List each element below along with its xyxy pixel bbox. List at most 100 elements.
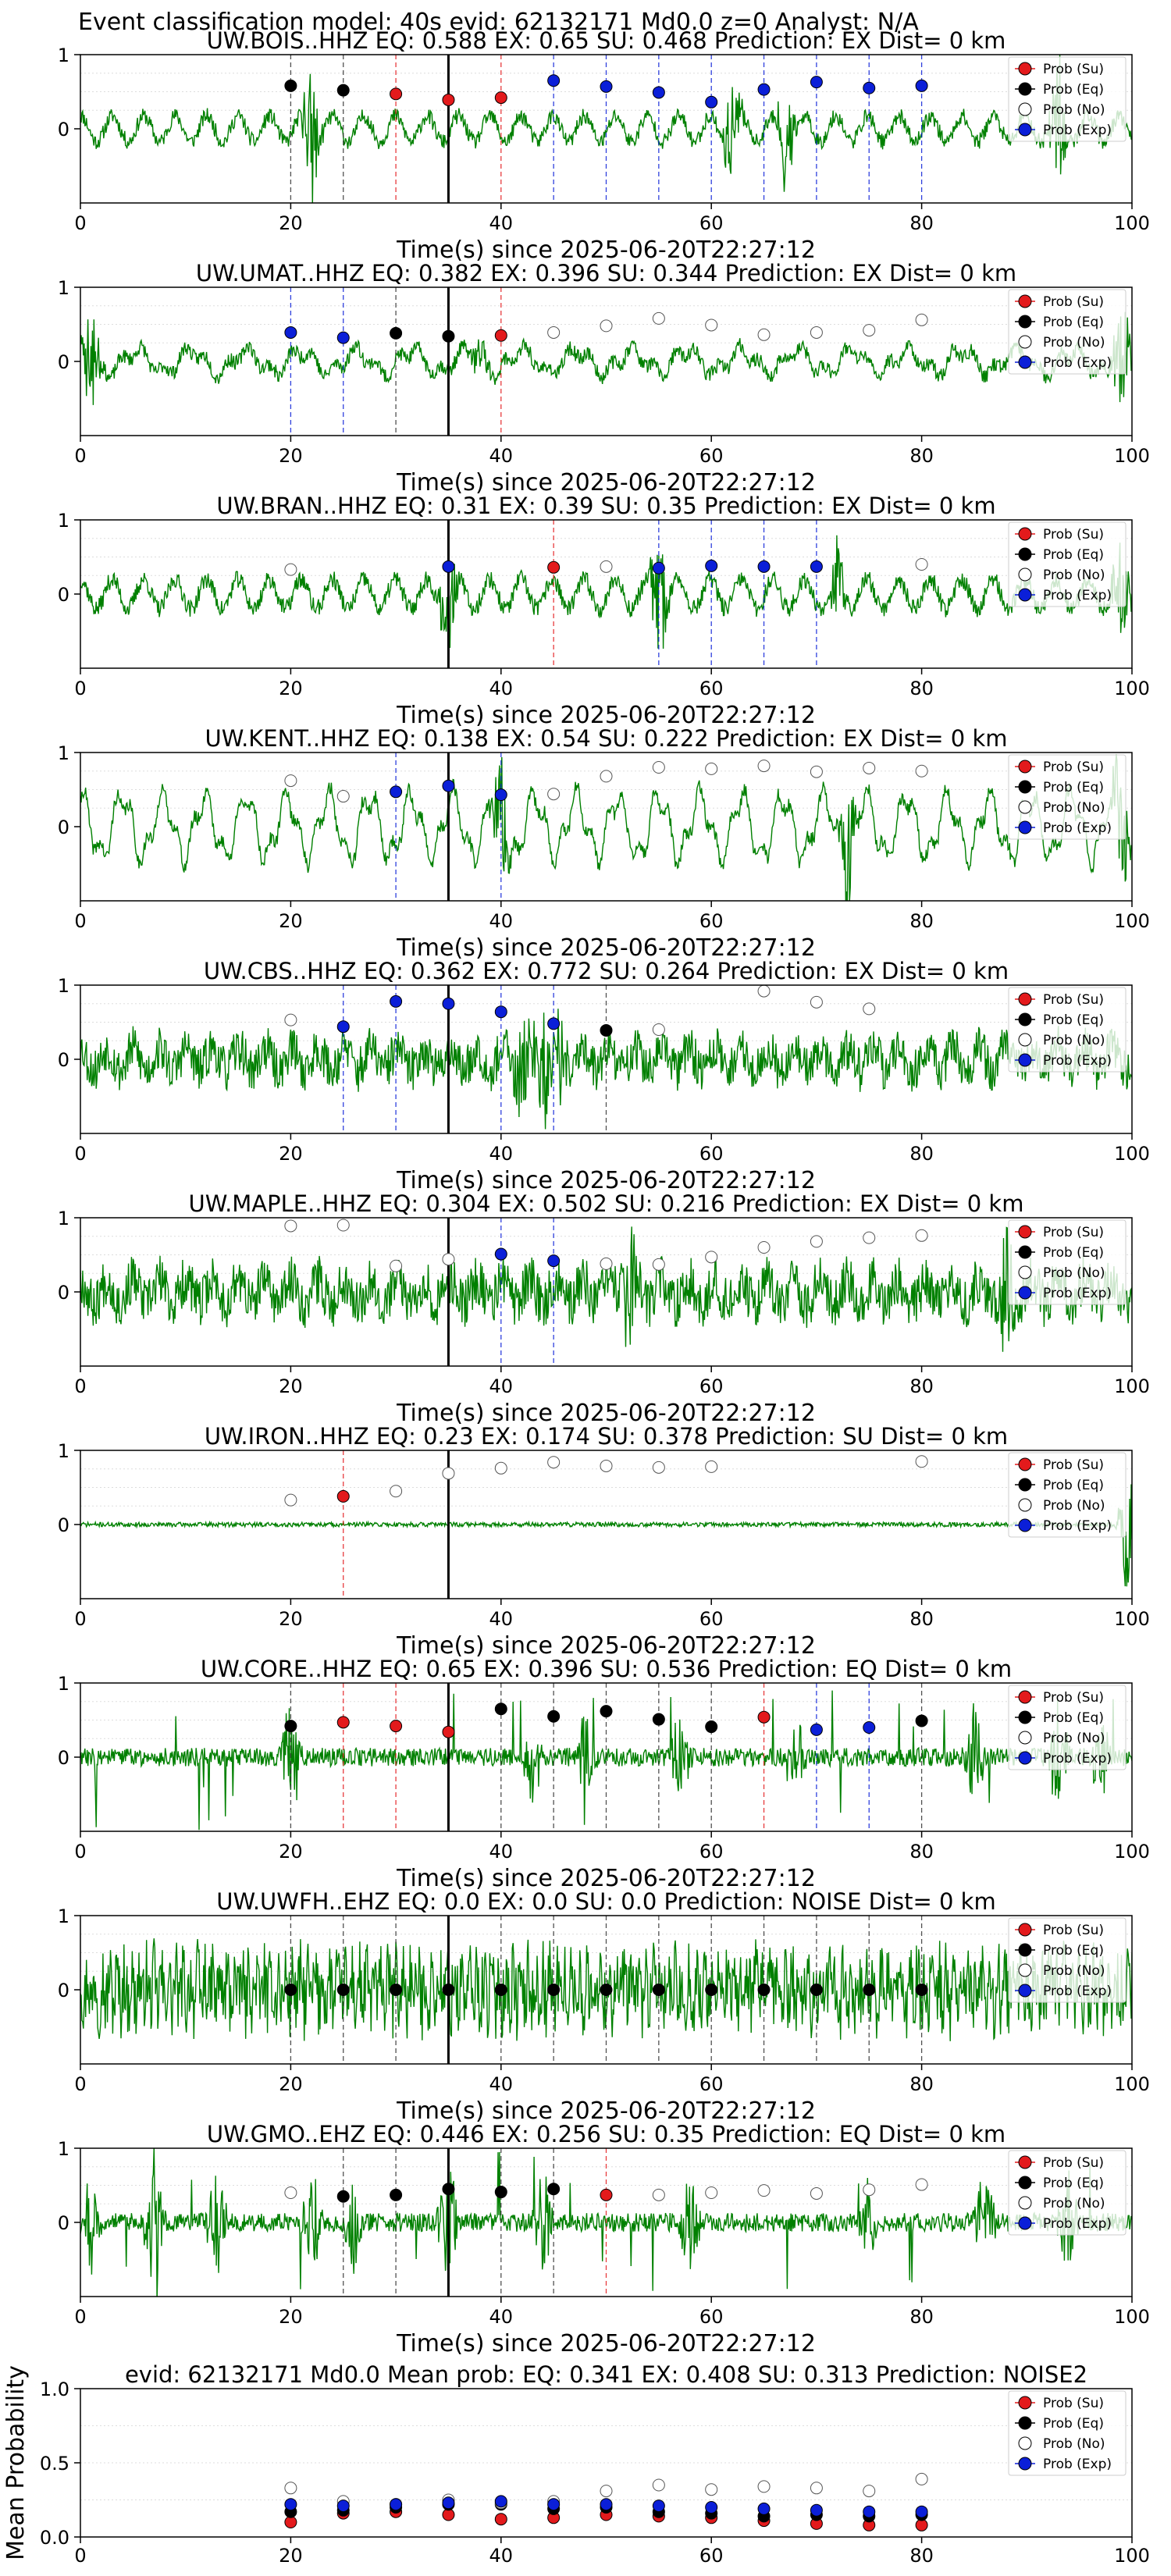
legend-marker bbox=[1018, 1245, 1032, 1259]
y-tick-label: 1 bbox=[58, 1440, 69, 1462]
x-tick-label: 40 bbox=[489, 910, 514, 932]
trace-panel: UW.CBS..HHZ EQ: 0.362 EX: 0.772 SU: 0.26… bbox=[58, 958, 1150, 1194]
legend-marker bbox=[1018, 1731, 1032, 1745]
mean-probability-point bbox=[915, 2472, 928, 2485]
legend-label: Prob (Exp) bbox=[1043, 820, 1112, 836]
legend-label: Prob (Eq) bbox=[1043, 547, 1104, 563]
legend-label: Prob (Eq) bbox=[1043, 315, 1104, 330]
probability-point bbox=[442, 2183, 455, 2196]
probability-point bbox=[757, 560, 771, 573]
probability-point bbox=[600, 319, 613, 333]
probability-point bbox=[652, 1258, 665, 1271]
mean-probability-point bbox=[442, 2496, 455, 2510]
legend-marker bbox=[1018, 2396, 1032, 2410]
probability-point bbox=[810, 1723, 823, 1736]
legend-label: Prob (Eq) bbox=[1043, 82, 1104, 98]
x-axis-label: Time(s) since 2025-06-20T22:27:12 bbox=[396, 2330, 816, 2357]
legend-label: Prob (Su) bbox=[1043, 2396, 1104, 2411]
x-tick-label: 80 bbox=[909, 678, 934, 699]
y-tick-label: 0 bbox=[58, 119, 69, 141]
legend-marker bbox=[1018, 102, 1032, 116]
x-tick-label: 100 bbox=[1114, 1841, 1150, 1863]
mean-probability-point bbox=[284, 2516, 297, 2528]
probability-point bbox=[547, 74, 561, 87]
legend: Prob (Su) Prob (Eq) Prob (No) Prob (Exp) bbox=[1008, 1917, 1127, 2003]
legend-frame bbox=[1008, 1452, 1127, 1538]
trace-panel: UW.BOIS..HHZ EQ: 0.588 EX: 0.65 SU: 0.46… bbox=[58, 27, 1150, 264]
probability-point bbox=[915, 764, 928, 777]
mean-probability-point bbox=[547, 2498, 561, 2511]
x-tick-label: 0 bbox=[74, 2545, 86, 2567]
probability-point bbox=[863, 761, 876, 774]
probability-point bbox=[494, 1005, 507, 1019]
panel-title: UW.MAPLE..HHZ EQ: 0.304 EX: 0.502 SU: 0.… bbox=[189, 1190, 1024, 1217]
x-axis-label: Time(s) since 2025-06-20T22:27:12 bbox=[396, 1865, 816, 1892]
probability-point bbox=[600, 1023, 613, 1037]
x-tick-label: 80 bbox=[909, 212, 934, 234]
probability-point bbox=[494, 329, 507, 342]
probability-point bbox=[810, 2186, 823, 2200]
legend-marker bbox=[1018, 1943, 1032, 1957]
legend-label: Prob (No) bbox=[1043, 800, 1105, 816]
x-tick-label: 20 bbox=[279, 910, 303, 932]
legend-marker bbox=[1018, 2457, 1032, 2471]
seismic-trace bbox=[80, 311, 1132, 405]
x-tick-label: 80 bbox=[909, 1143, 934, 1165]
probability-point bbox=[390, 87, 403, 101]
legend-label: Prob (No) bbox=[1043, 2436, 1105, 2452]
y-tick-label: 1 bbox=[58, 1208, 69, 1229]
probability-point bbox=[442, 779, 455, 792]
legend-frame bbox=[1008, 2150, 1127, 2236]
probability-point bbox=[284, 1720, 297, 1733]
legend-marker bbox=[1018, 355, 1032, 369]
legend-frame bbox=[1008, 289, 1127, 375]
y-tick-label: 0 bbox=[58, 584, 69, 606]
x-tick-label: 0 bbox=[74, 2306, 86, 2328]
probability-point bbox=[390, 1720, 403, 1733]
legend: Prob (Su) Prob (Eq) Prob (No) Prob (Exp) bbox=[1008, 2150, 1127, 2236]
probability-point bbox=[705, 559, 718, 572]
mean-probability-point bbox=[757, 2502, 771, 2515]
probability-point bbox=[915, 2178, 928, 2191]
probability-point bbox=[915, 1455, 928, 1468]
probability-point bbox=[547, 1710, 561, 1723]
legend-marker bbox=[1018, 1286, 1032, 1300]
y-tick-label: 0 bbox=[58, 1282, 69, 1304]
mean-probability-point bbox=[810, 2503, 823, 2517]
panel-title: UW.BOIS..HHZ EQ: 0.588 EX: 0.65 SU: 0.46… bbox=[207, 27, 1006, 54]
legend-label: Prob (Eq) bbox=[1043, 1245, 1104, 1261]
x-tick-label: 20 bbox=[279, 2306, 303, 2328]
seismic-trace bbox=[80, 1938, 1132, 2041]
x-tick-label: 0 bbox=[74, 212, 86, 234]
probability-point bbox=[284, 1013, 297, 1026]
seismic-trace bbox=[80, 55, 1132, 203]
probability-point bbox=[442, 93, 455, 106]
probability-point bbox=[336, 1716, 350, 1729]
legend-label: Prob (Su) bbox=[1043, 1690, 1104, 1706]
x-tick-label: 100 bbox=[1114, 2545, 1150, 2567]
mean-probability-point bbox=[652, 2500, 665, 2513]
legend-frame bbox=[1008, 1685, 1127, 1770]
legend-label: Prob (Su) bbox=[1043, 2155, 1104, 2171]
legend-marker bbox=[1018, 1265, 1032, 1279]
y-tick-label: 0 bbox=[58, 1747, 69, 1769]
legend-marker bbox=[1018, 82, 1032, 96]
probability-point bbox=[600, 770, 613, 783]
legend-marker bbox=[1018, 1984, 1032, 1998]
legend-marker bbox=[1018, 2196, 1032, 2210]
probability-point bbox=[547, 560, 561, 574]
probability-point bbox=[336, 2190, 350, 2203]
probability-point bbox=[442, 997, 455, 1010]
panel-title: UW.CORE..HHZ EQ: 0.65 EX: 0.396 SU: 0.53… bbox=[201, 1656, 1012, 1682]
x-tick-label: 80 bbox=[909, 445, 934, 467]
legend-label: Prob (No) bbox=[1043, 1498, 1105, 1514]
legend-marker bbox=[1018, 2436, 1032, 2450]
legend-label: Prob (Su) bbox=[1043, 1225, 1104, 1240]
probability-point bbox=[915, 1984, 928, 1996]
probability-point bbox=[284, 79, 297, 92]
legend-marker bbox=[1018, 780, 1032, 794]
panel-title: UW.UWFH..EHZ EQ: 0.0 EX: 0.0 SU: 0.0 Pre… bbox=[216, 1888, 995, 1915]
x-axis-label: Time(s) since 2025-06-20T22:27:12 bbox=[396, 1167, 816, 1194]
x-tick-label: 80 bbox=[909, 2073, 934, 2095]
probability-point bbox=[810, 995, 823, 1009]
